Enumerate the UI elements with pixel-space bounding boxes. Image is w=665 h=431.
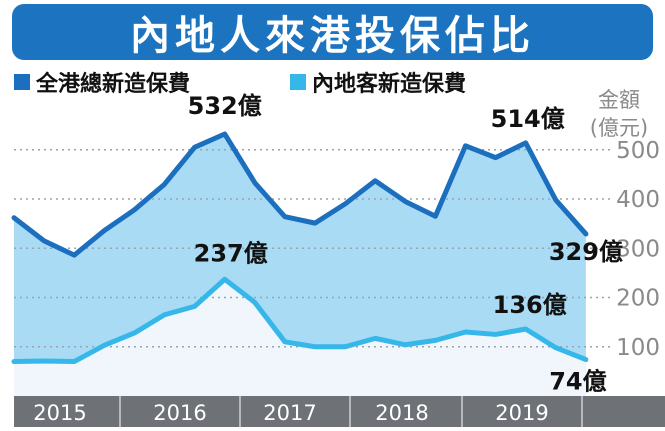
- chart-title: 內地人來港投保佔比: [130, 13, 535, 59]
- ytick-label-100: 100: [616, 335, 660, 361]
- ytick-label-500: 500: [616, 138, 660, 164]
- unit-label: 金額 (億元): [579, 86, 659, 142]
- line-mainland: [11, 276, 589, 365]
- ytick-label-300: 300: [616, 236, 660, 262]
- x-axis-band: [14, 396, 665, 427]
- data-label-0: 532億: [188, 92, 262, 120]
- xtick-label-2015: 2015: [33, 401, 86, 425]
- unit-line-1: 金額: [598, 88, 640, 112]
- line-total: [11, 131, 589, 258]
- unit-line-2: (億元): [589, 116, 649, 140]
- data-label-5: 74億: [549, 368, 606, 396]
- legend-item-mainland: 內地客新造保費: [290, 66, 466, 98]
- xtick-label-2017: 2017: [263, 401, 316, 425]
- xtick-label-2016: 2016: [153, 401, 206, 425]
- data-label-1: 514億: [491, 105, 565, 133]
- legend-swatch-mainland: [290, 74, 306, 90]
- legend-swatch-total: [14, 74, 30, 90]
- legend-label-total: 全港總新造保費: [36, 72, 191, 97]
- xtick-label-2018: 2018: [375, 401, 428, 425]
- data-label-4: 136億: [493, 291, 567, 319]
- ytick-label-400: 400: [616, 187, 660, 213]
- data-label-3: 237億: [194, 239, 268, 267]
- ytick-label-200: 200: [616, 286, 660, 312]
- legend-item-total: 全港總新造保費: [14, 66, 190, 98]
- xtick-label-2019: 2019: [495, 401, 548, 425]
- legend-label-mainland: 內地客新造保費: [312, 72, 467, 97]
- area-mainland: [14, 279, 586, 396]
- title-banner: 內地人來港投保佔比: [12, 4, 653, 60]
- data-label-2: 329億: [549, 238, 623, 266]
